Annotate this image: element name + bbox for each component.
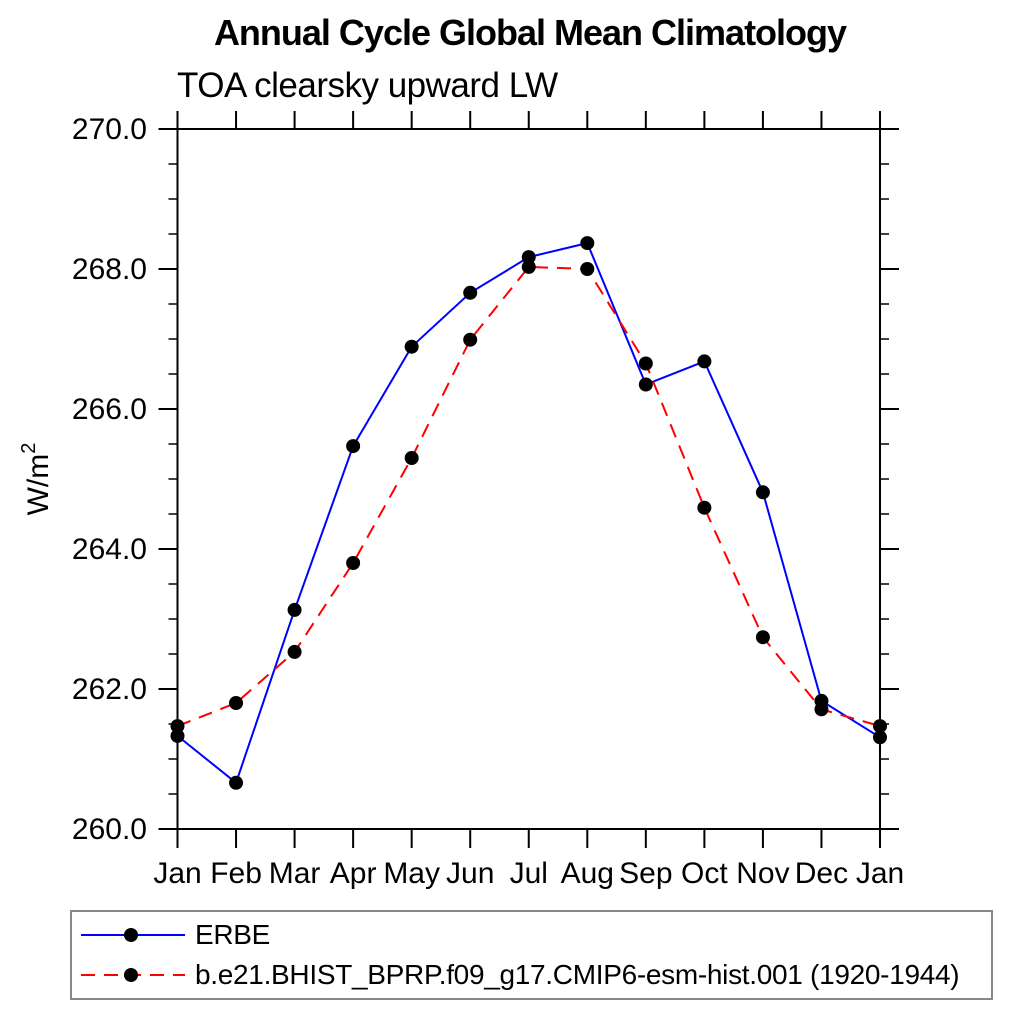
svg-text:May: May (383, 857, 440, 890)
legend-item-erbe: ERBE (77, 918, 991, 952)
chart-title: Annual Cycle Global Mean Climatology (213, 12, 847, 53)
legend-label-erbe: ERBE (195, 919, 271, 950)
svg-text:Apr: Apr (330, 857, 377, 890)
legend-marker-dot (124, 928, 138, 942)
legend: ERBE b.e21.BHIST_BPRP.f09_g17.CMIP6-esm-… (70, 910, 993, 1000)
svg-text:268.0: 268.0 (72, 253, 147, 286)
svg-text:260.0: 260.0 (72, 813, 147, 846)
svg-text:W/m2: W/m2 (18, 443, 55, 516)
legend-label-model-run: b.e21.BHIST_BPRP.f09_g17.CMIP6-esm-hist.… (195, 959, 960, 990)
svg-text:270.0: 270.0 (72, 113, 147, 146)
svg-text:Oct: Oct (681, 857, 728, 890)
svg-text:Sep: Sep (619, 857, 672, 890)
svg-text:262.0: 262.0 (72, 673, 147, 706)
svg-text:Jul: Jul (510, 857, 548, 890)
svg-text:Jun: Jun (446, 857, 494, 890)
svg-text:266.0: 266.0 (72, 393, 147, 426)
svg-text:Jan: Jan (856, 857, 904, 890)
svg-text:264.0: 264.0 (72, 533, 147, 566)
legend-swatch-dashed (81, 968, 185, 982)
svg-text:Nov: Nov (736, 857, 789, 890)
svg-text:Dec: Dec (795, 857, 848, 890)
legend-marker-dot (124, 968, 138, 982)
svg-text:Mar: Mar (269, 857, 321, 890)
svg-text:Aug: Aug (561, 857, 614, 890)
svg-text:Feb: Feb (210, 857, 262, 890)
svg-text:Jan: Jan (153, 857, 201, 890)
chart-subtitle: TOA clearsky upward LW (177, 66, 558, 105)
legend-item-model-run: b.e21.BHIST_BPRP.f09_g17.CMIP6-esm-hist.… (77, 958, 991, 992)
legend-swatch-solid (81, 928, 185, 942)
